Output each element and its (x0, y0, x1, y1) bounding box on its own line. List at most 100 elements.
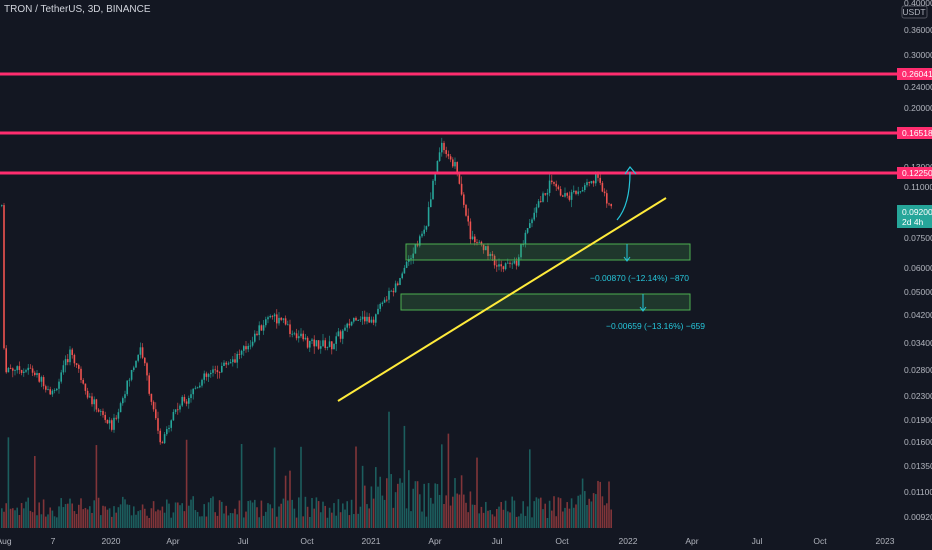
candle-body (49, 389, 51, 395)
candle-body (432, 180, 434, 200)
volume-bar (47, 514, 49, 528)
candle-body (597, 173, 599, 178)
time-tick-label: Jul (752, 536, 763, 546)
candle-body (29, 367, 32, 369)
candle-body (23, 371, 25, 373)
candle-body (148, 375, 150, 394)
volume-bar (82, 509, 84, 528)
candle-body (364, 316, 366, 322)
volume-bar (150, 508, 153, 528)
candle-body (375, 314, 377, 323)
volume-bar (397, 483, 399, 528)
volume-bar (240, 443, 243, 528)
volume-bar (157, 509, 159, 528)
candle-body (298, 336, 300, 339)
candle-body (223, 362, 225, 367)
candle-body (45, 386, 47, 390)
volume-bar (108, 508, 111, 528)
volume-bar (100, 515, 102, 528)
volume-bar (80, 498, 82, 528)
volume-bar (520, 513, 522, 528)
candle-body (126, 380, 128, 395)
candle-body (25, 370, 27, 372)
volume-bar (18, 515, 21, 528)
candle-body (438, 152, 441, 162)
candle-body (234, 359, 236, 363)
candle-body (36, 373, 38, 375)
volume-bar (432, 503, 434, 528)
time-tick-label: 2021 (362, 536, 381, 546)
candle-body (276, 314, 278, 324)
volume-bar (78, 504, 80, 528)
volume-bar (419, 494, 421, 528)
volume-bar (412, 488, 414, 528)
candle-body (526, 228, 529, 233)
candle-body (210, 372, 212, 375)
candle-body (199, 385, 201, 388)
candle-body (342, 330, 344, 339)
volume-bar (181, 503, 183, 528)
volume-bar (317, 501, 320, 528)
volume-bar (27, 497, 29, 528)
volume-bar (381, 495, 384, 528)
candle-body (20, 369, 23, 373)
candle-body (485, 246, 487, 251)
candle-body (529, 223, 531, 229)
volume-bar (434, 483, 436, 528)
volume-bar (260, 500, 263, 528)
volume-bar (58, 506, 60, 528)
volume-bar (339, 512, 342, 528)
candle-body (361, 316, 364, 320)
candle-body (434, 172, 436, 181)
candle-body (300, 333, 302, 337)
volume-bar (452, 496, 454, 528)
volume-bar (225, 505, 227, 528)
candle-body (502, 266, 505, 270)
candle-body (313, 339, 315, 347)
volume-bar (91, 512, 93, 528)
price-tick-top: 0.40000 (904, 0, 932, 8)
candle-body (91, 396, 93, 405)
volume-bar (471, 504, 474, 528)
candle-body (379, 303, 381, 309)
candle-body (16, 366, 18, 371)
candle-body (606, 193, 608, 204)
volume-bar (106, 509, 109, 528)
volume-bar (203, 504, 205, 528)
current-price-text: 0.09200 (902, 207, 932, 217)
candle-body (588, 182, 590, 184)
volume-bar (210, 498, 212, 528)
support-trendline[interactable] (337, 197, 667, 402)
candle-body (179, 405, 181, 410)
candle-body (399, 278, 401, 285)
demand-zone-upper[interactable] (405, 243, 691, 261)
volume-bar (183, 511, 186, 528)
symbol-title: TRON / TetherUS, 3D, BINANCE (4, 4, 151, 15)
price-tick-label: 0.02300 (904, 391, 932, 401)
volume-bar (575, 504, 577, 528)
candle-body (427, 207, 430, 227)
candle-body (75, 363, 78, 365)
candle-body (3, 205, 5, 349)
candle-body (168, 427, 170, 430)
candle-body (392, 290, 395, 293)
volume-bar (97, 497, 100, 528)
volume-bar (256, 507, 258, 528)
candle-body (460, 183, 463, 195)
candle-body (405, 261, 408, 268)
candle-body (190, 394, 192, 399)
volume-bar (482, 512, 485, 528)
candle-body (247, 345, 249, 350)
candle-body (322, 340, 324, 347)
candle-body (425, 226, 428, 230)
volume-bar (51, 510, 54, 528)
volume-bar (405, 508, 408, 528)
demand-zone-lower[interactable] (400, 293, 691, 311)
volume-bar (73, 511, 76, 528)
time-axis[interactable]: Aug 7 2020 Apr Jul Oct 2021 Apr Jul Oct 2022 Apr Jul… (0, 530, 897, 550)
volume-bar (408, 470, 410, 528)
price-axis[interactable]: USDT 0.40000 0.36000 0.30000 0.24000 0.2000… (897, 0, 932, 550)
time-tick-label: Apr (685, 536, 698, 546)
level-tag-1 (897, 68, 932, 80)
